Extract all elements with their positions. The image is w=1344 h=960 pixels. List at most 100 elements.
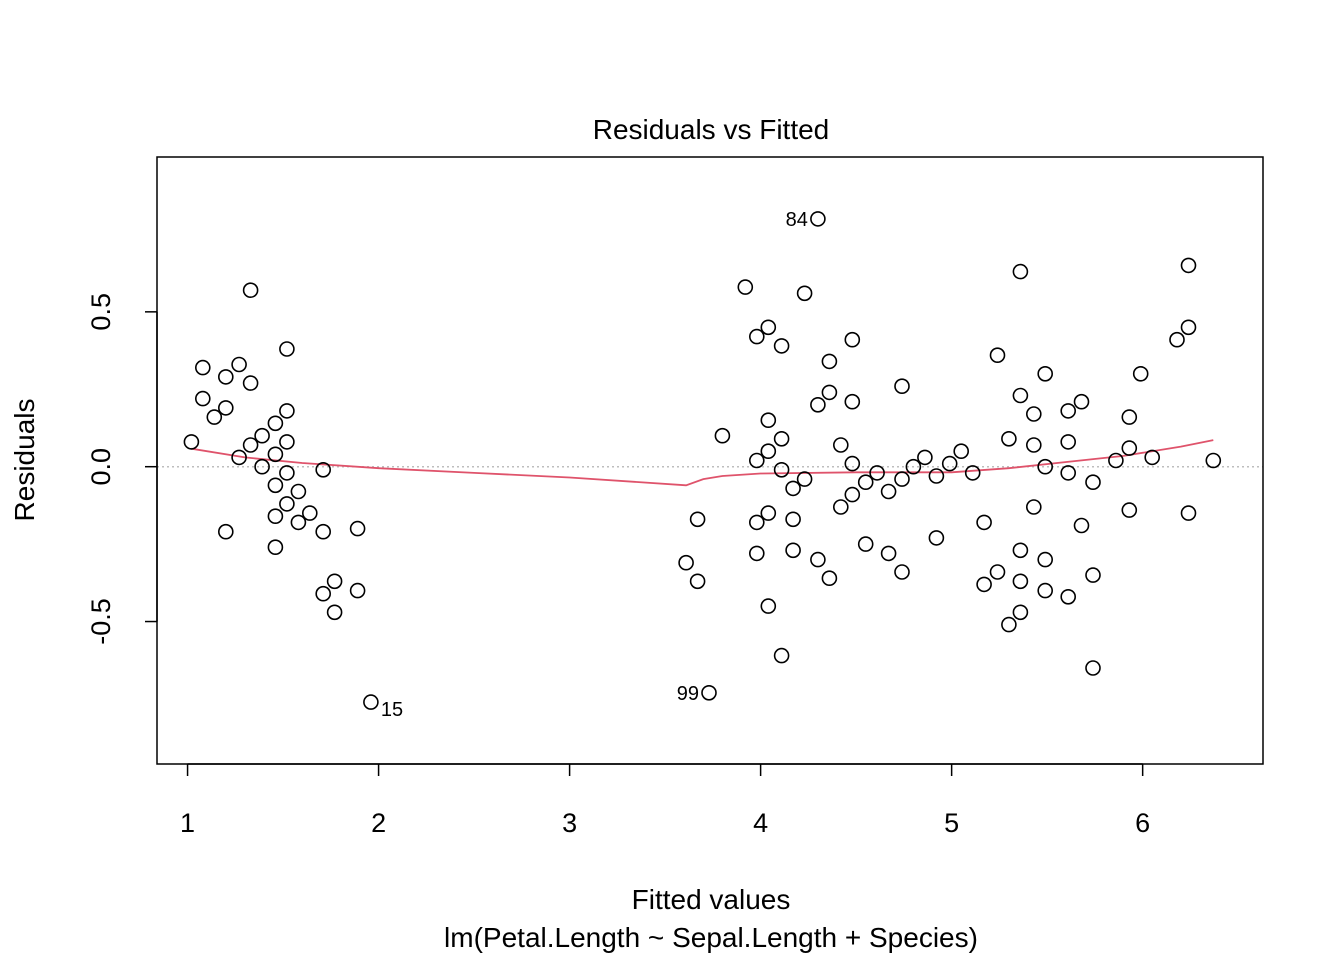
- data-point: [976, 514, 992, 531]
- data-point: [195, 390, 211, 407]
- data-point: [748, 514, 765, 531]
- data-point: [1144, 449, 1160, 466]
- y-tick-label: -0.5: [86, 598, 116, 645]
- data-point: [832, 437, 849, 453]
- data-point: [1026, 406, 1042, 422]
- data-point: [1205, 452, 1222, 469]
- data-point: [773, 338, 790, 354]
- data-point: [1037, 365, 1053, 382]
- data-point: [964, 465, 981, 481]
- data-point: [1073, 393, 1090, 410]
- x-tick-label: 1: [180, 808, 195, 838]
- data-point: [894, 378, 910, 395]
- x-tick-label: 5: [944, 808, 959, 838]
- data-point: [1180, 319, 1197, 336]
- x-tick-label: 4: [753, 808, 768, 838]
- data-point: [1037, 551, 1053, 568]
- data-point: [880, 545, 897, 562]
- data-point: [821, 570, 838, 587]
- data-point: [928, 468, 945, 484]
- data-point: [869, 465, 885, 481]
- data-point: [326, 573, 343, 590]
- data-point: [810, 396, 826, 413]
- data-point: [857, 474, 874, 491]
- data-point: [760, 319, 777, 336]
- data-point: [1012, 573, 1029, 590]
- data-point: [1180, 257, 1197, 274]
- data-point: [737, 279, 754, 295]
- data-point: [832, 499, 849, 515]
- data-point: [242, 375, 259, 391]
- data-point: [1169, 331, 1185, 348]
- chart-title: Residuals vs Fitted: [593, 114, 830, 145]
- data-point: [195, 359, 211, 376]
- data-point: [267, 508, 284, 525]
- data-point: [267, 446, 284, 463]
- data-point: [326, 604, 343, 621]
- data-point: [810, 551, 826, 568]
- data-point: [349, 520, 366, 537]
- data-point: [701, 684, 717, 701]
- data-point: [349, 582, 366, 599]
- data-point: [1012, 604, 1029, 621]
- data-point: [1060, 588, 1076, 605]
- data-point: [810, 211, 826, 227]
- data-point: [760, 598, 777, 614]
- data-point: [796, 471, 813, 487]
- data-point: [279, 434, 295, 450]
- data-point: [1001, 616, 1017, 633]
- data-point: [279, 403, 295, 419]
- data-point: [844, 486, 861, 503]
- data-point: [1037, 458, 1053, 475]
- data-point: [254, 427, 270, 444]
- data-point: [1121, 409, 1138, 425]
- data-point: [290, 483, 307, 500]
- data-point: [928, 530, 945, 546]
- data-point: [1001, 430, 1017, 447]
- data-point: [1037, 582, 1053, 599]
- smooth-line-layer: [191, 439, 1214, 487]
- data-point: [218, 369, 234, 385]
- data-point: [231, 449, 247, 466]
- data-point: [1012, 387, 1029, 404]
- data-point: [242, 437, 259, 453]
- data-point: [894, 471, 910, 487]
- data-point: [218, 400, 234, 416]
- data-point: [748, 328, 765, 345]
- data-point: [821, 384, 838, 401]
- x-tick-label: 6: [1135, 808, 1150, 838]
- data-point: [941, 455, 958, 472]
- data-point: [773, 461, 790, 478]
- data-point: [689, 511, 706, 528]
- data-point: [1180, 505, 1197, 521]
- data-point: [748, 452, 765, 469]
- data-point: [315, 585, 332, 602]
- points-layer: [183, 211, 1222, 710]
- data-point: [953, 443, 970, 460]
- y-axis: -0.5 0.0 0.5: [86, 293, 158, 645]
- data-point: [363, 694, 379, 710]
- data-point: [844, 455, 861, 472]
- data-point: [976, 576, 992, 593]
- data-point: [821, 353, 838, 370]
- data-point: [689, 573, 706, 590]
- data-point: [1012, 263, 1029, 280]
- data-point: [279, 496, 295, 512]
- point-label-84: 84: [786, 209, 808, 231]
- data-point: [267, 539, 284, 556]
- data-point: [183, 434, 200, 450]
- data-point: [1060, 465, 1076, 481]
- lowess-smooth-line: [191, 439, 1214, 487]
- data-point: [254, 458, 270, 475]
- point-label-15: 15: [381, 699, 403, 721]
- data-point: [267, 477, 284, 494]
- data-point: [242, 282, 259, 299]
- plot-frame: [156, 156, 1264, 765]
- model-formula-subtitle: lm(Petal.Length ~ Sepal.Length + Species…: [444, 922, 978, 953]
- data-point: [1132, 365, 1149, 382]
- data-point: [206, 409, 223, 425]
- data-point: [1121, 440, 1138, 456]
- data-point: [279, 465, 295, 481]
- data-point: [785, 480, 801, 497]
- data-point: [1085, 660, 1101, 676]
